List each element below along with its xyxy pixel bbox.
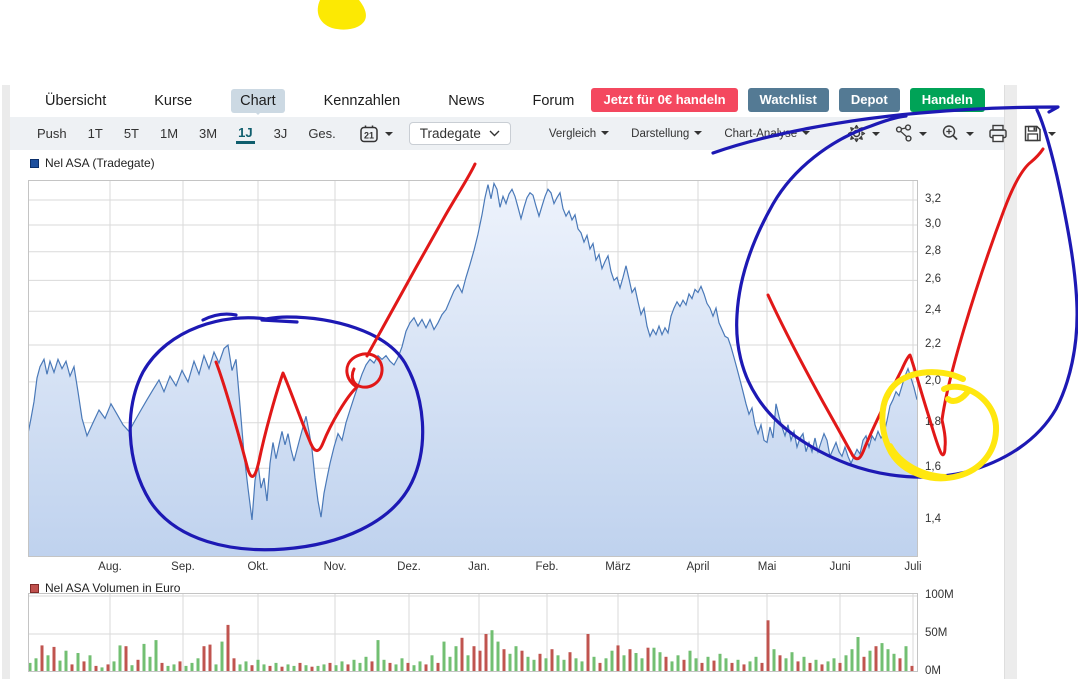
volume-legend-label: Nel ASA Volumen in Euro xyxy=(45,581,181,595)
menu-vergleich[interactable]: Vergleich xyxy=(549,128,610,140)
chevron-down-icon xyxy=(384,131,393,140)
range-1m[interactable]: 1M xyxy=(159,126,179,141)
nav-item-news[interactable]: News xyxy=(448,92,485,109)
volume-y-tick-label: 0M xyxy=(925,665,941,677)
exchange-select-value: Tradegate xyxy=(419,126,481,141)
price-y-tick-label: 3,0 xyxy=(925,218,941,230)
price-chart-svg xyxy=(27,180,918,557)
price-area xyxy=(28,183,917,557)
chart-toolbar: Push 1T 5T 1M 3M 1J 3J Ges. 21 Tradegate Vergle… xyxy=(10,117,1057,150)
vertical-scrollbar[interactable] xyxy=(1004,85,1017,679)
price-y-tick-label: 2,2 xyxy=(925,338,941,350)
window-edge xyxy=(2,85,10,679)
x-axis-month-label: Dez. xyxy=(397,561,421,573)
x-axis-month-label: Juli xyxy=(904,561,922,573)
x-axis-month-label: Okt. xyxy=(247,561,269,573)
x-axis-month-label: Jan. xyxy=(468,561,490,573)
chevron-down-icon xyxy=(489,130,500,137)
volume-y-tick-label: 50M xyxy=(925,627,948,639)
price-legend: Nel ASA (Tradegate) xyxy=(30,156,155,170)
interval-picker[interactable]: 21 xyxy=(358,123,393,145)
share-nodes-icon xyxy=(896,124,912,142)
x-axis-month-label: Feb. xyxy=(535,561,559,573)
x-axis-month-label: Juni xyxy=(829,561,851,573)
range-1j[interactable]: 1J xyxy=(236,123,255,144)
price-y-tick-label: 3,2 xyxy=(925,193,941,205)
x-axis-month-label: Aug. xyxy=(98,561,122,573)
chart-menus: Vergleich Darstellung Chart-Analyse xyxy=(549,128,811,140)
gear-icon xyxy=(848,124,866,143)
price-legend-label: Nel ASA (Tradegate) xyxy=(45,156,155,170)
nav-item-forum[interactable]: Forum xyxy=(532,92,575,109)
volume-chart[interactable] xyxy=(28,593,918,672)
x-axis-month-label: März xyxy=(605,561,631,573)
chevron-down-icon xyxy=(802,131,811,139)
calendar-interval-icon: 21 xyxy=(360,125,378,142)
depot-button[interactable]: Depot xyxy=(838,88,900,112)
yellow-scribble-top xyxy=(317,0,366,30)
volume-chart-svg xyxy=(28,593,918,672)
zoom-in-icon xyxy=(942,125,958,141)
menu-chart-analyse[interactable]: Chart-Analyse xyxy=(724,128,811,140)
range-1t[interactable]: 1T xyxy=(87,126,103,141)
svg-text:21: 21 xyxy=(364,130,374,140)
volume-legend-marker xyxy=(30,583,39,593)
range-3j[interactable]: 3J xyxy=(273,126,288,141)
x-axis-month-label: April xyxy=(686,561,710,573)
volume-gridlines xyxy=(28,593,918,672)
save-button[interactable] xyxy=(1020,121,1058,146)
exchange-select[interactable]: Tradegate xyxy=(408,122,511,145)
chart-tool-icons xyxy=(844,121,1058,146)
volume-legend: Nel ASA Volumen in Euro xyxy=(30,581,180,595)
chevron-down-icon xyxy=(601,131,610,139)
nav-item-chart[interactable]: Chart xyxy=(231,88,285,115)
volume-bars xyxy=(28,620,914,672)
chevron-down-icon xyxy=(966,131,975,140)
range-ges-[interactable]: Ges. xyxy=(308,126,336,141)
indicators-button[interactable] xyxy=(891,121,929,146)
nav-item-kennzahlen[interactable]: Kennzahlen xyxy=(323,92,401,109)
price-y-tick-label: 1,6 xyxy=(925,461,941,473)
price-y-tick-label: 1,8 xyxy=(925,416,941,428)
price-chart[interactable] xyxy=(27,180,918,557)
handeln-button[interactable]: Handeln xyxy=(909,88,985,112)
volume-plot-border xyxy=(28,593,918,672)
x-axis-month-label: Nov. xyxy=(323,561,347,573)
chevron-down-icon xyxy=(1048,131,1057,140)
printer-icon xyxy=(989,124,1007,143)
chevron-down-icon xyxy=(694,131,703,139)
save-floppy-icon xyxy=(1024,125,1041,142)
x-axis-month-label: Sep. xyxy=(171,561,195,573)
price-legend-marker xyxy=(30,158,39,168)
price-y-tick-label: 2,4 xyxy=(925,304,941,316)
settings-button[interactable] xyxy=(844,121,882,146)
volume-y-tick-label: 100M xyxy=(925,589,954,601)
price-y-tick-label: 1,4 xyxy=(925,513,941,525)
range-push[interactable]: Push xyxy=(37,126,67,141)
chevron-down-icon xyxy=(919,131,928,140)
header-nav-bar: Übersicht Kurse Chart Kennzahlen News Forum xyxy=(10,85,1004,116)
x-axis-month-label: Mai xyxy=(757,561,777,573)
nav-item-kurse[interactable]: Kurse xyxy=(154,92,193,109)
header-actions: Jetzt für 0€ handeln Watchlist Depot Han… xyxy=(591,88,985,112)
nav-item-übersicht[interactable]: Übersicht xyxy=(45,92,107,109)
zoom-button[interactable] xyxy=(938,121,976,146)
price-y-tick-label: 2,6 xyxy=(925,273,941,285)
main-nav: Übersicht Kurse Chart Kennzahlen News Forum xyxy=(36,88,583,115)
menu-darstellung[interactable]: Darstellung xyxy=(631,128,703,140)
range-5t[interactable]: 5T xyxy=(123,126,139,141)
print-button[interactable] xyxy=(985,121,1011,146)
watchlist-button[interactable]: Watchlist xyxy=(747,88,829,112)
range-selector: Push 1T 5T 1M 3M 1J 3J Ges. xyxy=(35,123,338,144)
price-y-tick-label: 2,0 xyxy=(925,375,941,387)
price-y-tick-label: 2,8 xyxy=(925,245,941,257)
range-3m[interactable]: 3M xyxy=(199,126,218,141)
promo-trade-button[interactable]: Jetzt für 0€ handeln xyxy=(591,88,738,112)
chevron-down-icon xyxy=(872,131,881,140)
